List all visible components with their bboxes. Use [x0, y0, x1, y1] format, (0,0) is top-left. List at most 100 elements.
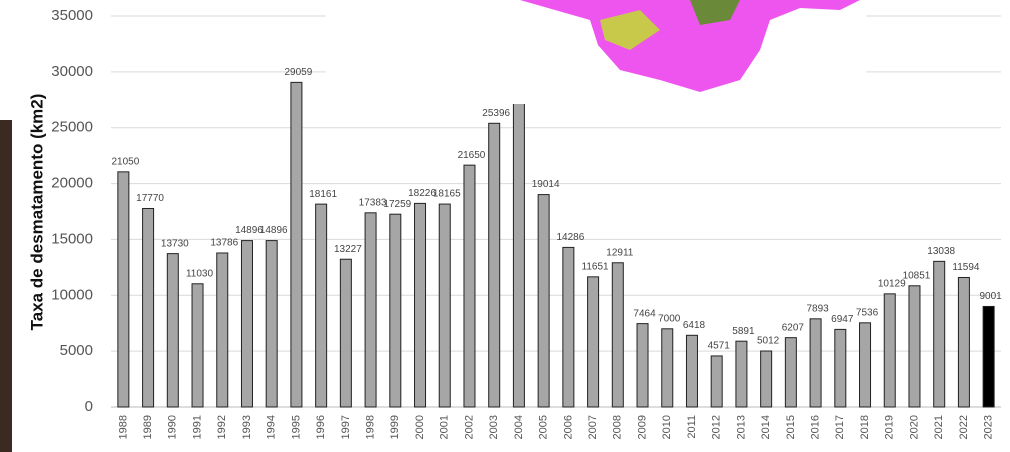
x-tick-label: 1994 — [266, 415, 278, 439]
bar — [415, 203, 426, 407]
y-tick-label: 5000 — [60, 342, 93, 359]
bar — [192, 284, 203, 407]
y-tick-label: 15000 — [51, 230, 93, 247]
bar — [736, 341, 747, 407]
x-tick-label: 2012 — [711, 415, 723, 439]
bar — [365, 213, 376, 407]
bar — [983, 306, 994, 407]
value-label: 13038 — [927, 246, 955, 257]
x-tick-label: 1993 — [241, 415, 253, 439]
y-tick-label: 30000 — [51, 63, 93, 80]
x-tick-label: 1999 — [389, 415, 401, 439]
value-label: 6207 — [782, 322, 805, 333]
value-label: 7536 — [856, 307, 879, 318]
bar — [860, 323, 871, 407]
x-tick-label: 2020 — [908, 415, 920, 439]
x-tick-label: 2001 — [439, 415, 451, 439]
x-tick-label: 1988 — [117, 415, 129, 439]
bar — [909, 286, 920, 407]
value-label: 17259 — [383, 199, 411, 210]
x-tick-label: 2021 — [933, 415, 945, 439]
bar — [316, 204, 327, 407]
x-tick-label: 2018 — [859, 415, 871, 439]
value-label: 18165 — [433, 189, 461, 200]
photo-edge — [0, 120, 12, 452]
value-label: 7000 — [658, 313, 681, 324]
bar — [563, 247, 574, 407]
value-label: 14286 — [556, 232, 584, 243]
value-label: 7464 — [633, 308, 656, 319]
value-label: 29059 — [285, 67, 313, 78]
x-tick-label: 2017 — [834, 415, 846, 439]
x-tick-label: 2000 — [414, 415, 426, 439]
value-label: 12911 — [606, 247, 634, 258]
bar — [637, 324, 648, 407]
x-tick-label: 1992 — [216, 415, 228, 439]
x-tick-label: 2023 — [983, 415, 995, 439]
bar — [241, 241, 252, 407]
y-axis-label: Taxa de desmatamento (km2) — [27, 94, 46, 331]
bar — [266, 241, 277, 407]
value-label: 6418 — [683, 320, 706, 331]
x-tick-label: 1998 — [364, 415, 376, 439]
bar — [612, 263, 623, 407]
bar — [588, 277, 599, 407]
value-label: 5891 — [732, 326, 755, 337]
chart: Taxa de desmatamento (km2) 0500010000150… — [0, 0, 1010, 452]
value-label: 9001 — [980, 291, 1003, 302]
x-tick-label: 2015 — [785, 415, 797, 439]
x-tick-label: 2019 — [884, 415, 896, 439]
bar — [143, 208, 154, 407]
bar — [538, 195, 549, 407]
x-tick-label: 2016 — [809, 415, 821, 439]
bar — [217, 253, 228, 407]
value-label: 11030 — [186, 268, 214, 279]
bar — [711, 356, 722, 407]
x-tick-label: 2010 — [661, 415, 673, 439]
x-tick-label: 2005 — [538, 415, 550, 439]
bar — [835, 329, 846, 407]
bar — [291, 82, 302, 407]
x-tick-label: 2009 — [636, 415, 648, 439]
x-tick-label: 2006 — [562, 415, 574, 439]
bar — [761, 351, 772, 407]
x-tick-label: 2014 — [760, 415, 772, 439]
bar — [489, 123, 500, 407]
value-label: 11651 — [582, 261, 610, 272]
bar — [934, 261, 945, 407]
value-label: 7893 — [806, 303, 829, 314]
x-tick-label: 2003 — [488, 415, 500, 439]
x-tick-label: 2007 — [587, 415, 599, 439]
map-image — [326, 0, 866, 104]
value-label: 18161 — [309, 189, 337, 200]
bar — [884, 294, 895, 407]
x-tick-label: 2004 — [513, 415, 525, 439]
y-tick-label: 35000 — [51, 7, 93, 24]
bar — [118, 172, 129, 407]
value-label: 4571 — [708, 341, 731, 352]
value-label: 10851 — [903, 270, 931, 281]
bar — [513, 97, 524, 407]
y-tick-label: 20000 — [51, 175, 93, 192]
value-label: 6947 — [831, 314, 854, 325]
value-label: 19014 — [532, 179, 560, 190]
value-label: 13730 — [161, 238, 189, 249]
bar — [686, 335, 697, 407]
x-tick-label: 1997 — [340, 415, 352, 439]
x-tick-label: 2022 — [958, 415, 970, 439]
y-tick-label: 10000 — [51, 286, 93, 303]
bar — [810, 319, 821, 407]
x-tick-label: 2008 — [612, 415, 624, 439]
x-tick-label: 1996 — [315, 415, 327, 439]
x-tick-label: 2011 — [686, 415, 698, 439]
bar — [439, 204, 450, 407]
value-label: 21050 — [111, 156, 139, 167]
value-label: 13786 — [210, 238, 238, 249]
x-tick-label: 2013 — [735, 415, 747, 439]
bar — [390, 214, 401, 407]
bar — [167, 254, 178, 407]
x-tick-label: 1991 — [191, 415, 203, 439]
value-label: 11594 — [952, 262, 980, 273]
bar — [464, 165, 475, 407]
x-tick-label: 1995 — [290, 415, 302, 439]
